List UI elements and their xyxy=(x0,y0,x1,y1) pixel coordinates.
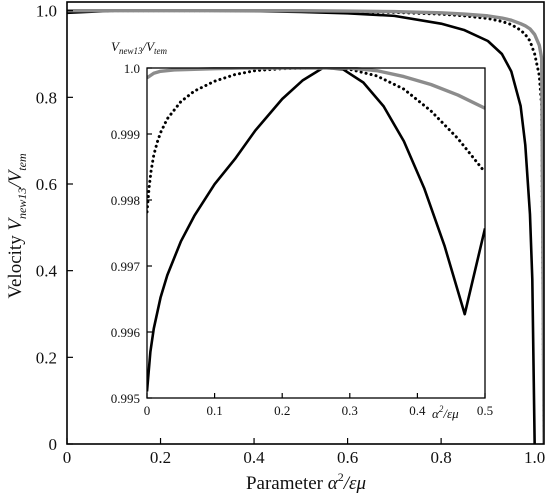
y-label-sub1: new13 xyxy=(15,188,29,219)
inset-y-label-math: V xyxy=(111,39,121,54)
inset-plot: 0 0.1 0.2 0.3 0.4 0.5 0.995 0.996 0.997 0.998 0.99… xyxy=(111,39,493,421)
inset-background xyxy=(147,68,485,398)
main-y-axis-label: Velocity Vnew13/Vtem xyxy=(5,153,29,299)
main-frame xyxy=(66,1,545,445)
inset-series-line-dotted-black xyxy=(147,67,485,214)
main-plot: 0 0.2 0.4 0.6 0.8 1.0 0 0.2 0.4 0.6 0.8 1.0 Paramete… xyxy=(5,1,545,494)
inset-x-tick-label: 0.2 xyxy=(274,403,290,418)
x-label-prefix: Parameter xyxy=(246,473,328,494)
inset-y-tick-label: 0.997 xyxy=(111,259,141,274)
inset-y-tick-label: 0.998 xyxy=(111,193,140,208)
inset-y-label-sub2: tem xyxy=(154,46,167,56)
x-label-rest: /εμ xyxy=(343,473,366,494)
inset-y-tick-label: 1.0 xyxy=(124,61,140,76)
inset-x-tick-label: 0.4 xyxy=(409,403,426,418)
inset-y-tick-label: 0.995 xyxy=(111,391,140,406)
main-y-tick-label: 1.0 xyxy=(36,2,57,21)
main-x-tick-label: 0.2 xyxy=(150,448,171,467)
inset-y-label-mid: /V xyxy=(141,39,156,54)
y-label-sub2: tem xyxy=(15,153,29,171)
main-x-axis-label: Parameter α2/εμ xyxy=(246,470,366,494)
inset-series-line-solid-black xyxy=(147,67,485,392)
main-y-tick-label: 0.4 xyxy=(36,262,58,281)
inset-y-axis-label: Vnew13/Vtem xyxy=(111,39,168,56)
inset-x-label-math: α xyxy=(432,406,440,421)
inset-x-tick-label: 0 xyxy=(144,403,151,418)
inset-x-tick-label: 0.3 xyxy=(342,403,358,418)
main-x-tick-label: 1.0 xyxy=(524,448,545,467)
main-series-group xyxy=(67,8,544,445)
y-label-mid: /V xyxy=(5,168,26,188)
main-y-tick-label: 0 xyxy=(49,435,58,454)
main-x-tick-label: 0 xyxy=(63,448,72,467)
inset-x-axis-label: α2/εμ xyxy=(432,404,459,421)
inset-x-label-rest: /εμ xyxy=(442,406,459,421)
main-series-line-solid-gray xyxy=(67,8,544,445)
main-x-tick-label: 0.4 xyxy=(243,448,265,467)
main-y-tick-label: 0.6 xyxy=(36,175,57,194)
inset-x-tick-label: 0.1 xyxy=(206,403,222,418)
y-label-math: V xyxy=(5,217,26,231)
x-label-sup: 2 xyxy=(338,470,344,484)
inset-x-tick-label: 0.5 xyxy=(477,403,493,418)
inset-frame xyxy=(146,67,486,399)
y-label-prefix: Velocity xyxy=(5,231,26,299)
main-y-tick-label: 0.2 xyxy=(36,348,57,367)
inset-x-label-sup: 2 xyxy=(439,404,444,414)
inset-y-label-sub1: new13 xyxy=(119,46,143,56)
x-label-math: α xyxy=(328,473,339,494)
main-x-tick-label: 0.8 xyxy=(430,448,451,467)
inset-y-tick-label: 0.996 xyxy=(111,325,141,340)
main-x-tick-label: 0.6 xyxy=(337,448,358,467)
inset-y-tick-label: 0.999 xyxy=(111,127,140,142)
main-y-tick-label: 0.8 xyxy=(36,88,57,107)
